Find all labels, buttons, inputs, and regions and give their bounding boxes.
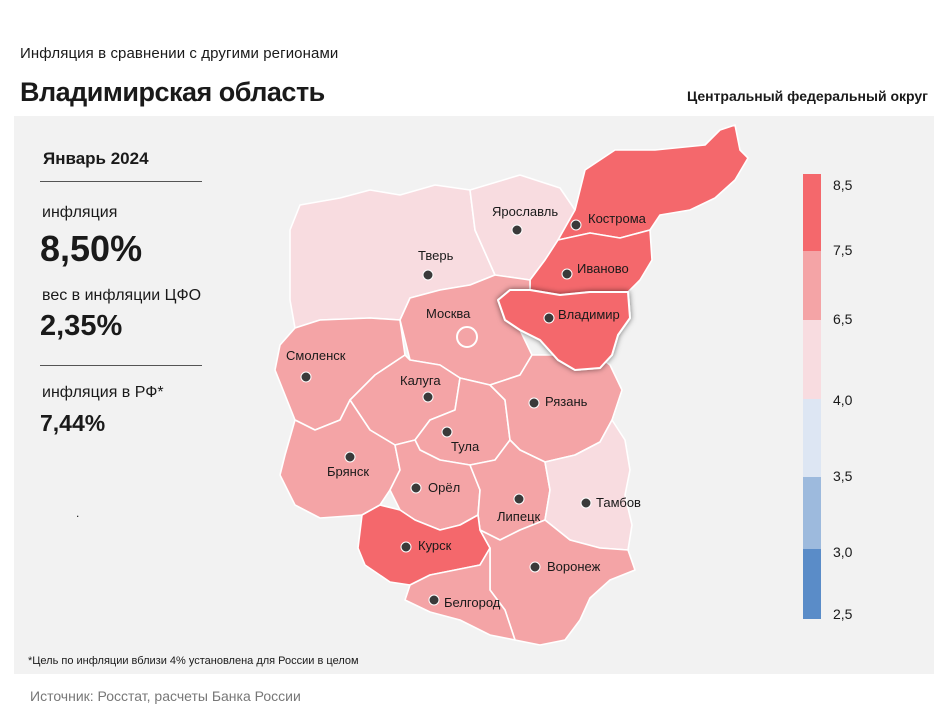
label-kursk: Курск	[418, 538, 452, 553]
city-dot-kaluga	[422, 391, 434, 403]
label-orel: Орёл	[428, 480, 460, 495]
label-voronezh: Воронеж	[547, 559, 601, 574]
legend-tick: 2,5	[833, 606, 853, 622]
city-dot-smolensk	[300, 371, 312, 383]
label-vladimir: Владимир	[558, 307, 620, 322]
inflation-value: 8,50%	[40, 228, 143, 269]
city-dot-ivanovo	[561, 268, 573, 280]
label-kostroma: Кострома	[588, 211, 647, 226]
legend-tick: 3,0	[833, 544, 853, 560]
city-dots	[300, 219, 592, 606]
label-smolensk: Смоленск	[286, 348, 346, 363]
legend-swatch	[803, 251, 821, 320]
legend-tick: 7,5	[833, 242, 853, 258]
legend-tick: 6,5	[833, 311, 853, 327]
label-tambov: Тамбов	[596, 495, 641, 510]
moscow-city-marker	[456, 326, 478, 348]
region-kostroma[interactable]	[557, 124, 749, 241]
footnote: *Цель по инфляции вблизи 4% установлена …	[28, 655, 359, 667]
city-dot-kursk	[400, 541, 412, 553]
label-tver: Тверь	[418, 248, 454, 263]
source-note: Источник: Росстат, расчеты Банка России	[30, 688, 301, 704]
label-yaroslavl: Ярославль	[492, 204, 558, 219]
weight-value: 2,35%	[40, 310, 123, 342]
divider	[40, 365, 202, 366]
city-dot-tambov	[580, 497, 592, 509]
region-vladimir[interactable]	[497, 289, 631, 371]
legend-swatch	[803, 477, 821, 549]
region-belgorod[interactable]	[404, 547, 516, 641]
legend-swatch	[803, 320, 821, 399]
label-bryansk: Брянск	[327, 464, 369, 479]
label-lipetsk: Липецк	[497, 509, 541, 524]
dot-mark: .	[76, 506, 80, 520]
rf-inflation-label: инфляция в РФ*	[42, 384, 164, 401]
city-dot-voronezh	[529, 561, 541, 573]
label-tula: Тула	[451, 439, 480, 454]
city-dot-yaroslavl	[511, 224, 523, 236]
period-label: Январь 2024	[43, 149, 149, 168]
rf-inflation-value: 7,44%	[40, 410, 106, 436]
city-dot-ryazan	[528, 397, 540, 409]
legend-tick: 8,5	[833, 177, 853, 193]
label-ryazan: Рязань	[545, 394, 588, 409]
page-title: Владимирская область	[20, 77, 325, 107]
legend-color-bar	[803, 174, 821, 619]
city-dot-belgorod	[428, 594, 440, 606]
city-dot-lipetsk	[513, 493, 525, 505]
city-dot-tula	[441, 426, 453, 438]
legend-tick: 3,5	[833, 468, 853, 484]
city-dot-vladimir	[543, 312, 555, 324]
subtitle: Инфляция в сравнении с другими регионами	[20, 45, 339, 62]
city-dot-orel	[410, 482, 422, 494]
label-ivanovo: Иваново	[577, 261, 629, 276]
legend-swatch	[803, 399, 821, 477]
district-label: Центральный федеральный округ	[686, 88, 928, 104]
city-dot-tver	[422, 269, 434, 281]
label-belgorod: Белгород	[444, 595, 501, 610]
legend-swatch	[803, 549, 821, 619]
city-dot-bryansk	[344, 451, 356, 463]
weight-label: вес в инфляции ЦФО	[42, 287, 202, 304]
label-kaluga: Калуга	[400, 373, 441, 388]
city-dot-kostroma	[570, 219, 582, 231]
divider	[40, 181, 202, 182]
label-moskva: Москва	[426, 306, 471, 321]
inflation-label: инфляция	[42, 204, 118, 221]
legend-swatch	[803, 174, 821, 251]
legend-tick: 4,0	[833, 392, 853, 408]
